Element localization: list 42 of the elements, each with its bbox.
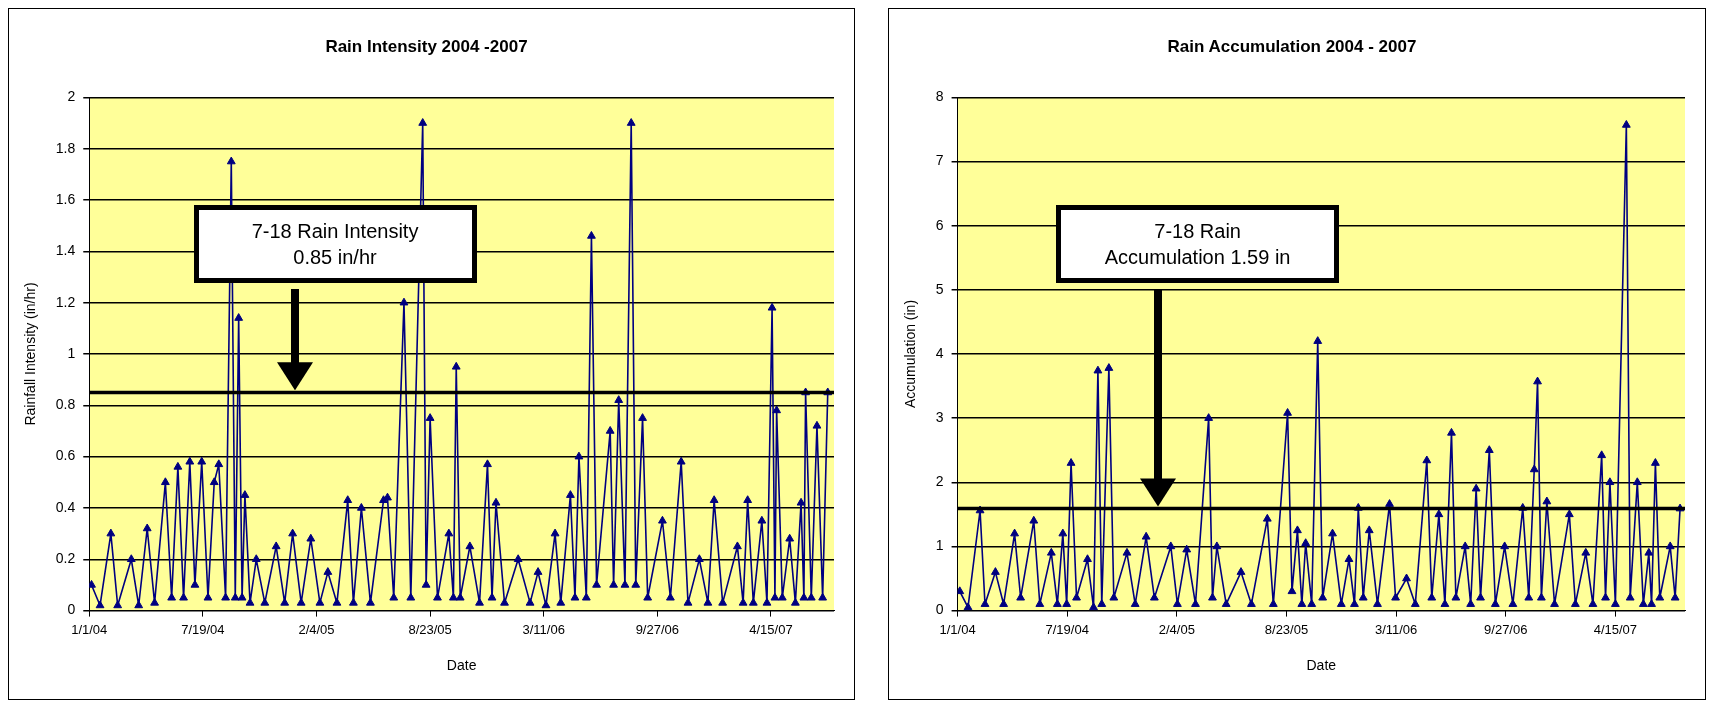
y-tick-label: 1.6: [55, 190, 76, 207]
y-tick-label: 0.6: [55, 447, 76, 464]
y-tick-label: 1.2: [55, 293, 76, 310]
x-tick-label: 2/4/05: [298, 621, 335, 637]
x-tick-label: 7/19/04: [1045, 621, 1089, 637]
x-tick-label: 4/15/07: [1593, 621, 1638, 637]
y-tick-label: 0.8: [55, 396, 76, 413]
y-tick-label: 0: [67, 601, 76, 618]
x-tick-label: 1/1/04: [71, 621, 108, 637]
y-tick-label: 0: [935, 601, 944, 618]
y-tick-label: 1.4: [55, 242, 76, 259]
y-tick-label: 8: [935, 88, 944, 105]
y-tick-label: 1.8: [55, 139, 76, 156]
y-tick-label: 6: [935, 216, 944, 233]
chart-title: Rain Accumulation 2004 - 2007: [1167, 36, 1417, 56]
x-tick-label: 2/4/05: [1158, 621, 1195, 637]
y-tick-label: 1: [67, 344, 76, 361]
x-axis-title: Date: [1306, 657, 1337, 674]
x-tick-label: 9/27/06: [635, 621, 680, 637]
x-tick-label: 8/23/05: [1264, 621, 1309, 637]
y-axis-title: Rainfall Intensity (in/hr): [22, 282, 39, 426]
y-tick-label: 0.2: [55, 550, 76, 567]
x-tick-label: 3/11/06: [1374, 621, 1418, 637]
y-tick-label: 5: [935, 280, 944, 297]
chart-title: Rain Intensity 2004 -2007: [325, 36, 528, 56]
callout-box: 7-18 Rain Intensity 0.85 in/hr: [193, 205, 477, 284]
y-tick-label: 3: [935, 409, 944, 426]
callout-box: 7-18 Rain Accumulation 1.59 in: [1056, 205, 1340, 284]
x-tick-label: 9/27/06: [1484, 621, 1528, 637]
y-tick-label: 0.4: [55, 498, 76, 515]
y-tick-label: 2: [67, 88, 76, 105]
x-tick-label: 8/23/05: [408, 621, 452, 637]
y-axis-title: Accumulation (in): [902, 299, 919, 409]
x-axis-title: Date: [446, 657, 477, 674]
y-tick-label: 4: [935, 344, 944, 361]
y-tick-label: 7: [935, 152, 944, 169]
x-tick-label: 7/19/04: [181, 621, 225, 637]
x-tick-label: 3/11/06: [522, 621, 565, 637]
x-tick-label: 1/1/04: [939, 621, 976, 637]
y-tick-label: 1: [935, 537, 944, 554]
x-tick-label: 4/15/07: [749, 621, 793, 637]
y-tick-label: 2: [935, 473, 944, 490]
